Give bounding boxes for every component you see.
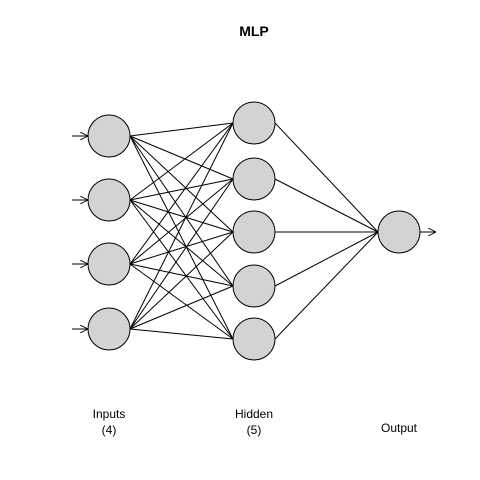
hidden-layer-label: Hidden	[235, 407, 273, 421]
connection-input-1-to-hidden-4	[130, 136, 233, 286]
connection-hidden-2-to-output-1	[275, 179, 378, 232]
hidden-count-label: (5)	[247, 423, 262, 437]
connection-input-1-to-hidden-5	[130, 136, 233, 339]
connection-hidden-5-to-output-1	[275, 232, 378, 339]
connection-input-2-to-hidden-5	[130, 200, 233, 339]
hidden-node-3	[233, 211, 275, 253]
inputs-count-label: (4)	[102, 423, 117, 437]
hidden-node-2	[233, 158, 275, 200]
connection-input-2-to-hidden-2	[130, 179, 233, 200]
connection-input-4-to-hidden-3	[130, 232, 233, 329]
input-node-1	[88, 115, 130, 157]
output-layer-label: Output	[381, 421, 418, 435]
connection-input-4-to-hidden-5	[130, 329, 233, 339]
input-node-4	[88, 308, 130, 350]
connection-input-4-to-hidden-1	[130, 123, 233, 329]
connection-input-4-to-hidden-2	[130, 179, 233, 329]
connection-hidden-1-to-output-1	[275, 123, 378, 232]
connection-hidden-4-to-output-1	[275, 232, 378, 286]
output-node-1	[378, 211, 420, 253]
input-node-3	[88, 243, 130, 285]
diagram-title: MLP	[239, 23, 269, 39]
connection-input-2-to-hidden-3	[130, 200, 233, 232]
hidden-node-1	[233, 102, 275, 144]
connection-input-1-to-hidden-2	[130, 136, 233, 179]
input-node-2	[88, 179, 130, 221]
connection-input-1-to-hidden-3	[130, 136, 233, 232]
hidden-node-5	[233, 318, 275, 360]
inputs-layer-label: Inputs	[93, 407, 126, 421]
hidden-node-4	[233, 265, 275, 307]
